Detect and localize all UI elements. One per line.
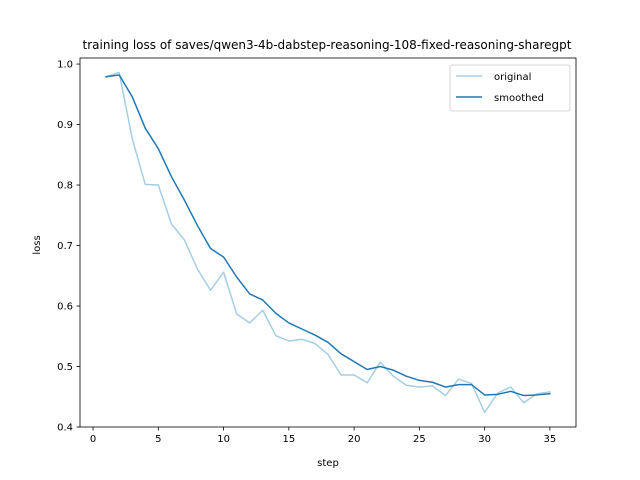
x-tick-label-30: 30 bbox=[478, 434, 491, 445]
plot-area: 0 5 10 15 20 25 30 35 0.4 0.5 0.6 0.7 0.8 0.9 1.0 bbox=[57, 57, 577, 445]
x-tick-label-0: 0 bbox=[90, 434, 96, 445]
y-tick-label-0.4: 0.4 bbox=[57, 423, 73, 434]
x-tick-label-20: 20 bbox=[348, 434, 361, 445]
x-axis-label: step bbox=[317, 458, 339, 469]
y-tick-label-1.0: 1.0 bbox=[57, 60, 73, 71]
legend-label-smoothed: smoothed bbox=[494, 93, 544, 104]
y-tick-label-0.6: 0.6 bbox=[57, 302, 73, 313]
x-tick-label-25: 25 bbox=[413, 434, 426, 445]
axes-frame bbox=[79, 57, 577, 428]
y-axis-label: loss bbox=[32, 235, 43, 254]
legend-label-original: original bbox=[494, 72, 531, 83]
x-tick-label-5: 5 bbox=[155, 434, 161, 445]
chart-title: training loss of saves/qwen3-4b-dabstep-… bbox=[83, 38, 572, 52]
x-tick-label-10: 10 bbox=[217, 434, 230, 445]
y-tick-label-0.7: 0.7 bbox=[57, 241, 73, 252]
legend: original smoothed bbox=[449, 64, 571, 112]
y-tick-label-0.9: 0.9 bbox=[57, 120, 73, 131]
x-tick-label-35: 35 bbox=[544, 434, 557, 445]
y-tick-label-0.5: 0.5 bbox=[57, 362, 73, 373]
x-tick-label-15: 15 bbox=[282, 434, 295, 445]
y-tick-label-0.8: 0.8 bbox=[57, 181, 73, 192]
